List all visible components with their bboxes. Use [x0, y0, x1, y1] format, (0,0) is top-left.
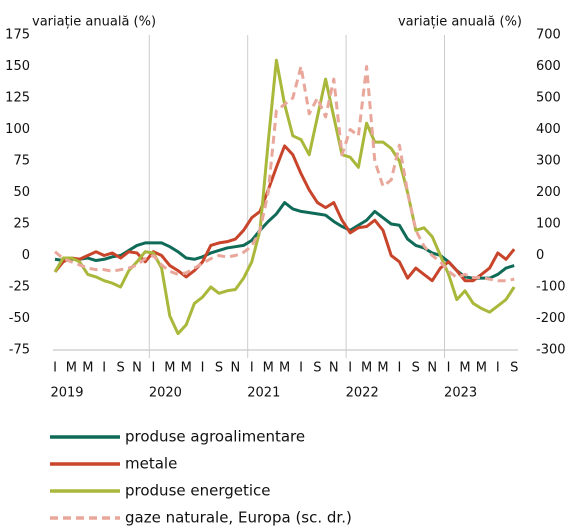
y-tick-label: 100	[5, 122, 30, 137]
x-tick-label: M	[279, 361, 290, 376]
x-tick-label: M	[66, 361, 77, 376]
year-label: 2019	[50, 386, 83, 401]
x-tick-label: M	[164, 361, 175, 376]
series-line	[53, 144, 516, 283]
y2-tick-label: 600	[536, 59, 561, 74]
x-tick-label: I	[299, 361, 303, 376]
series-line	[54, 65, 515, 283]
x-tick-label: M	[377, 361, 388, 376]
x-tick-label: I	[102, 361, 106, 376]
y2-tick-label: 100	[536, 217, 561, 232]
year-label: 2020	[149, 386, 182, 401]
y-axis-title: variație anuală (%)	[32, 15, 156, 30]
y-tick-label: 125	[5, 91, 30, 106]
series-line	[54, 201, 515, 280]
x-tick-label: M	[263, 361, 274, 376]
year-label: 2023	[444, 386, 477, 401]
y2-tick-label: 0	[536, 248, 544, 263]
x-tick-label: N	[427, 361, 437, 376]
y-tick-label: 50	[13, 185, 30, 200]
y-tick-label: -75	[9, 343, 30, 358]
x-tick-label: M	[476, 361, 487, 376]
x-tick-label: I	[250, 361, 254, 376]
y2-tick-label: 200	[536, 185, 561, 200]
x-tick-label: S	[412, 361, 420, 376]
y2-axis-title: variație anuală (%)	[398, 15, 522, 30]
x-tick-label: M	[459, 361, 470, 376]
x-tick-label: I	[496, 361, 500, 376]
x-tick-label: M	[82, 361, 93, 376]
y2-tick-label: -200	[536, 311, 566, 326]
x-tick-label: N	[132, 361, 142, 376]
y2-tick-label: 400	[536, 122, 561, 137]
y2-tick-label: 500	[536, 91, 561, 106]
legend-label: gaze naturale, Europa (sc. dr.)	[125, 509, 352, 527]
y-tick-label: 175	[5, 28, 30, 43]
x-tick-label: I	[447, 361, 451, 376]
x-tick-label: N	[231, 361, 241, 376]
x-tick-label: S	[215, 361, 223, 376]
y2-tick-label: 700	[536, 28, 561, 43]
y-tick-label: 25	[13, 217, 30, 232]
y-tick-label: -25	[9, 280, 30, 295]
year-label: 2022	[346, 386, 379, 401]
y2-tick-label: -300	[536, 343, 566, 358]
x-tick-label: I	[348, 361, 352, 376]
x-tick-label: S	[510, 361, 518, 376]
x-tick-label: M	[181, 361, 192, 376]
y-tick-label: 75	[13, 154, 30, 169]
y-tick-label: -50	[9, 311, 30, 326]
x-tick-label: I	[53, 361, 57, 376]
year-label: 2021	[247, 386, 280, 401]
legend-label: metale	[125, 455, 177, 473]
y2-tick-label: 300	[536, 154, 561, 169]
y-tick-label: 150	[5, 59, 30, 74]
series-line	[53, 58, 516, 336]
x-tick-label: I	[201, 361, 205, 376]
x-tick-label: N	[329, 361, 339, 376]
x-tick-label: S	[313, 361, 321, 376]
y-tick-label: 0	[22, 248, 30, 263]
y2-tick-label: -100	[536, 280, 566, 295]
x-tick-label: S	[116, 361, 124, 376]
legend-label: produse energetice	[125, 482, 271, 500]
x-tick-label: M	[361, 361, 372, 376]
legend-label: produse agroalimentare	[125, 428, 305, 446]
x-tick-label: I	[397, 361, 401, 376]
x-tick-label: I	[151, 361, 155, 376]
